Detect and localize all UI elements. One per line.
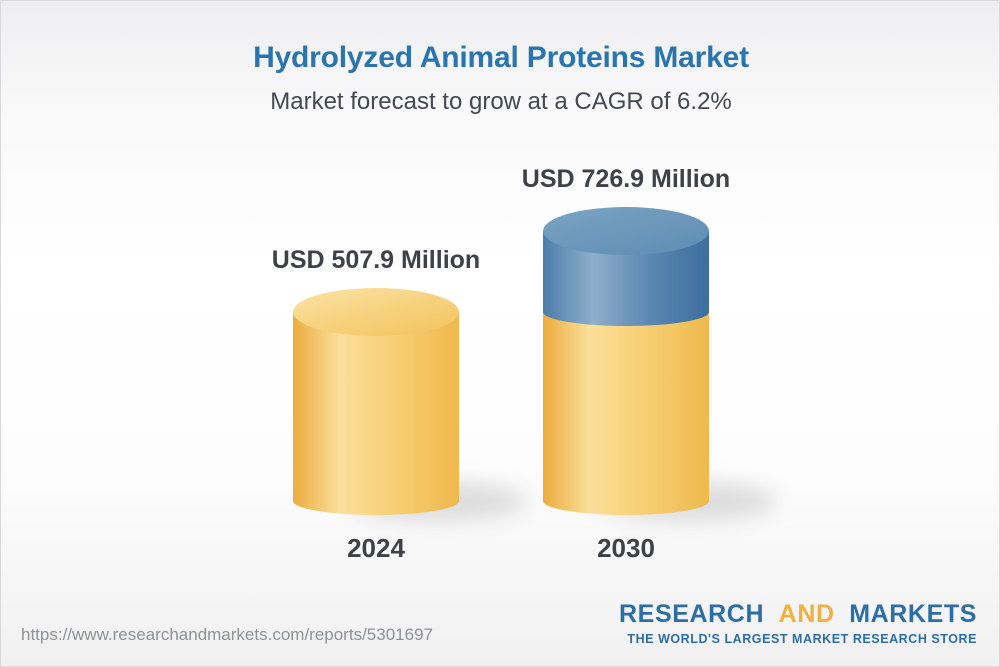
logo-word-markets: MARKETS [849,600,977,628]
x-axis-label-2024: 2024 [347,533,405,563]
bar-value-label-2030: USD 726.9 Million [521,165,731,193]
logo-word-and: AND [778,600,835,628]
company-logo: RESEARCH AND MARKETS THE WORLD'S LARGEST… [619,600,977,646]
page-subtitle: Market forecast to grow at a CAGR of 6.2… [270,88,732,115]
x-axis-label-2030: 2030 [597,533,655,563]
report-url-link[interactable]: https://www.researchandmarkets.com/repor… [21,625,433,644]
bars-group [293,207,776,521]
logo-wordmark: RESEARCH AND MARKETS [619,600,977,629]
page-title: Hydrolyzed Animal Proteins Market [253,41,749,74]
logo-tagline: THE WORLD'S LARGEST MARKET RESEARCH STOR… [627,632,977,646]
bar-value-label-2024: USD 507.9 Million [271,246,481,274]
logo-word-research: RESEARCH [619,600,765,628]
